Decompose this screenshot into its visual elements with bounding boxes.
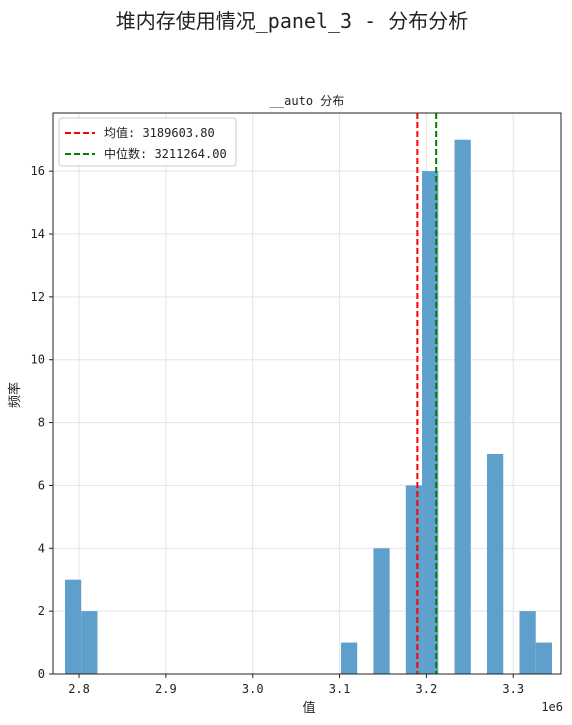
histogram-bar (81, 611, 98, 674)
y-tick-label: 0 (38, 667, 45, 681)
histogram-bar (535, 642, 552, 674)
histogram-bar (64, 579, 82, 674)
histogram-bar (422, 171, 439, 674)
x-axis-ticks: 2.8 2.9 3.0 3.1 3.2 3.3 (68, 674, 524, 696)
x-tick-label: 3.1 (329, 682, 351, 696)
histogram-bar (487, 454, 504, 674)
legend: 均值: 3189603.80 中位数: 3211264.00 (58, 117, 237, 167)
legend-mean-label: 均值: 3189603.80 (104, 125, 215, 140)
reference-lines (416, 113, 438, 674)
y-tick-label: 8 (38, 416, 45, 430)
y-tick-label: 10 (31, 353, 45, 367)
y-tick-label: 6 (38, 478, 45, 492)
y-tick-label: 12 (31, 290, 45, 304)
chart-title: __auto 分布 (270, 94, 345, 108)
histogram-bar (454, 139, 471, 674)
x-tick-label: 3.0 (242, 682, 264, 696)
histogram-bar (519, 611, 536, 674)
histogram-bar (340, 642, 358, 674)
figure-title: 堆内存使用情况_panel_3 - 分布分析 (116, 9, 468, 33)
histogram-bar (373, 548, 390, 674)
histogram-bars (64, 139, 552, 674)
x-tick-label: 3.2 (416, 682, 438, 696)
y-tick-label: 4 (38, 541, 45, 555)
y-tick-label: 16 (31, 164, 45, 178)
histogram-bar (405, 485, 423, 674)
grid-lines (53, 113, 561, 675)
y-tick-label: 2 (38, 604, 45, 618)
plot-frame (52, 112, 562, 675)
legend-box (58, 117, 237, 167)
x-offset-label: 1e6 (541, 700, 563, 714)
x-tick-label: 2.9 (155, 682, 177, 696)
y-axis-ticks: 0 2 4 6 8 10 12 14 16 (31, 164, 53, 681)
y-axis-label: 频率 (7, 382, 23, 408)
x-tick-label: 3.3 (502, 682, 524, 696)
y-tick-label: 14 (31, 227, 45, 241)
x-axis-label: 值 (302, 700, 315, 716)
x-tick-label: 2.8 (68, 682, 90, 696)
legend-median-label: 中位数: 3211264.00 (104, 146, 227, 161)
